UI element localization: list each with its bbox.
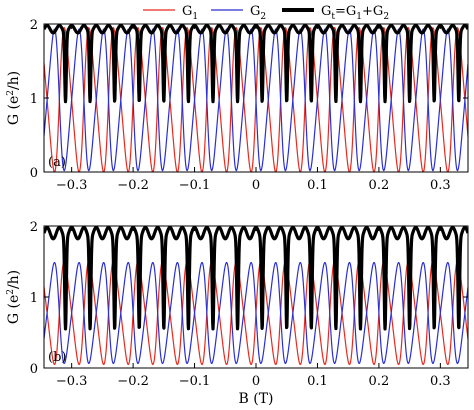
panel-b: −0.3 −0.2 −0.1 0 0.1 0.2 0.3 0 1 2 G (e2/h) (b) bbox=[6, 220, 469, 389]
x-tick-label-b-3: 0 bbox=[252, 374, 260, 389]
series-layer-a bbox=[44, 24, 468, 172]
x-tick-label-a-6: 0.3 bbox=[430, 178, 451, 193]
x-tick-label-b-4: 0.1 bbox=[307, 374, 328, 389]
x-tick-label-b-1: −0.2 bbox=[117, 374, 149, 389]
x-tick-label-a-4: 0.1 bbox=[307, 178, 328, 193]
y-tick-label-b-0: 0 bbox=[30, 362, 38, 377]
x-axis-label: B (T) bbox=[239, 391, 274, 407]
x-tick-label-a-2: −0.1 bbox=[179, 178, 211, 193]
x-tick-label-b-6: 0.3 bbox=[430, 374, 451, 389]
y-tick-label-b-2: 2 bbox=[30, 220, 38, 235]
panel-a: −0.3 −0.2 −0.1 0 0.1 0.2 0.3 0 1 2 G (e2/h) (a) bbox=[6, 18, 469, 193]
x-tick-label-a-0: −0.3 bbox=[56, 178, 88, 193]
legend-label-gt: Gt=G1+G2 bbox=[321, 4, 389, 22]
ticks-layer-a: −0.3 −0.2 −0.1 0 0.1 0.2 0.3 0 1 2 bbox=[30, 18, 468, 193]
x-tick-label-a-3: 0 bbox=[252, 178, 260, 193]
y-tick-label-a-1: 1 bbox=[30, 92, 38, 107]
legend-label-g2: G2 bbox=[250, 4, 266, 22]
series-layer-b bbox=[44, 226, 468, 366]
x-tick-label-b-5: 0.2 bbox=[369, 374, 390, 389]
y-axis-label-a: G (e2/h) bbox=[6, 71, 22, 125]
series-line-g2-a bbox=[44, 28, 468, 172]
x-tick-label-a-1: −0.2 bbox=[117, 178, 149, 193]
x-tick-label-b-0: −0.3 bbox=[56, 374, 88, 389]
legend-label-g1: G1 bbox=[182, 4, 198, 22]
y-tick-label-b-1: 1 bbox=[30, 291, 38, 306]
x-tick-label-a-5: 0.2 bbox=[369, 178, 390, 193]
panel-tag-a: (a) bbox=[48, 155, 66, 170]
legend: G1 G2 Gt=G1+G2 bbox=[143, 4, 389, 22]
panel-tag-b: (b) bbox=[48, 350, 66, 365]
x-tick-label-b-2: −0.1 bbox=[179, 374, 211, 389]
series-line-g2-b bbox=[44, 261, 468, 365]
y-axis-label-b: G (e2/h) bbox=[6, 270, 22, 324]
y-tick-label-a-2: 2 bbox=[30, 18, 38, 33]
y-tick-label-a-0: 0 bbox=[30, 166, 38, 181]
ticks-layer-b: −0.3 −0.2 −0.1 0 0.1 0.2 0.3 0 1 2 bbox=[30, 220, 468, 389]
